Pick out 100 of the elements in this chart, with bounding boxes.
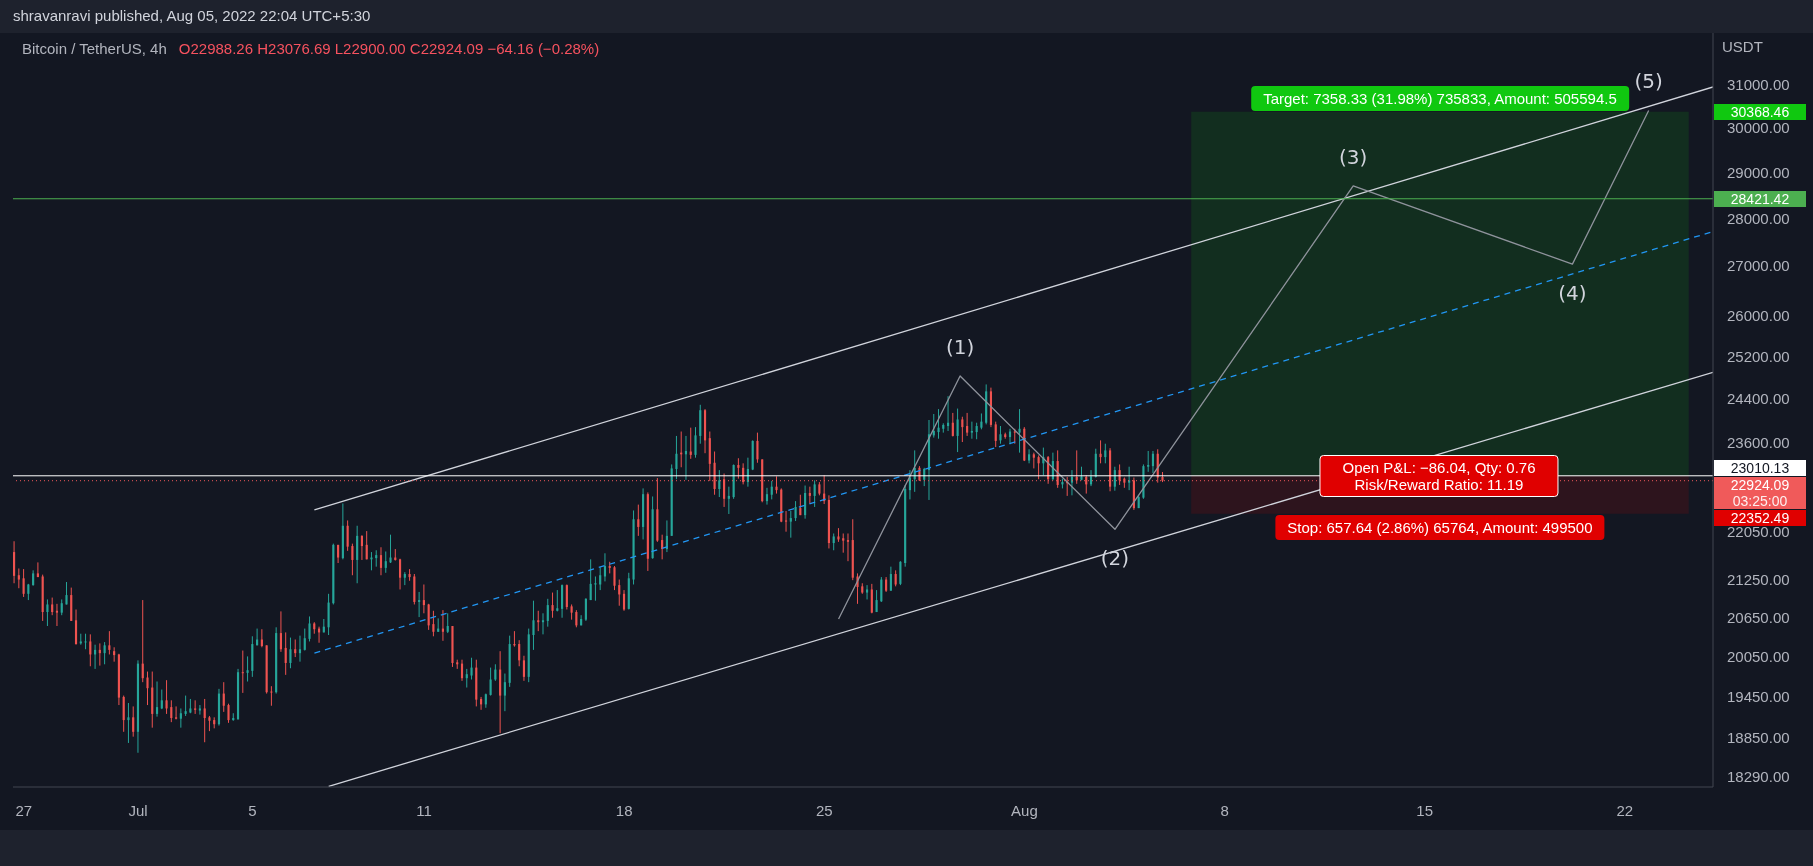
- y-tick-label: 25200.00: [1727, 347, 1790, 365]
- candlestick: [622, 589, 626, 612]
- candlestick: [1037, 454, 1040, 480]
- candlestick: [298, 635, 302, 663]
- x-tick-label: Jul: [128, 801, 148, 819]
- candlestick: [718, 469, 721, 498]
- candlestick: [565, 584, 568, 611]
- candlestick: [637, 504, 640, 537]
- candlestick: [127, 702, 130, 744]
- candlestick: [789, 510, 792, 539]
- candlestick: [427, 603, 430, 631]
- candlestick: [379, 546, 383, 576]
- annotation: (5): [1634, 69, 1663, 94]
- y-tick-label: 24400.00: [1727, 390, 1790, 408]
- candlestick: [122, 695, 125, 733]
- candlestick: [103, 641, 106, 665]
- candlestick: [541, 612, 545, 635]
- y-tick-label: 21250.00: [1727, 571, 1790, 589]
- candlestick: [756, 432, 759, 464]
- candlestick: [160, 689, 163, 710]
- y-tick-label: 26000.00: [1727, 306, 1790, 324]
- candlestick: [108, 630, 111, 655]
- candlestick: [961, 416, 964, 443]
- annotation: (2): [1100, 546, 1130, 571]
- candlestick: [170, 699, 173, 723]
- line-series: [837, 109, 1650, 620]
- y-tick-label: 22050.00: [1727, 523, 1790, 541]
- candlestick: [1128, 466, 1131, 491]
- candlestick: [179, 707, 182, 729]
- candlestick: [551, 592, 554, 619]
- y-tick-label: 20650.00: [1727, 609, 1790, 627]
- text: shravanravi published, Aug 05, 2022 22:04 UTC+5:30: [13, 7, 371, 24]
- candlestick: [1070, 469, 1074, 496]
- candlestick: [1147, 450, 1150, 473]
- x-tick-label: 5: [248, 801, 257, 819]
- candlestick: [432, 610, 435, 637]
- candlestick: [13, 540, 16, 584]
- annotation: Open P&L: −86.04, Qty: 0.76 Risk/Reward Ratio: 11.19: [1342, 458, 1536, 493]
- candlestick: [813, 479, 816, 508]
- y-tick-label: 30000.00: [1727, 119, 1790, 137]
- candlestick: [165, 679, 168, 715]
- candlestick: [865, 584, 869, 600]
- candlestick: [489, 667, 492, 697]
- x-tick-label: 27: [15, 801, 33, 819]
- text: 03:25:00: [1731, 492, 1789, 509]
- candlestick: [175, 705, 178, 720]
- candlestick: [389, 534, 392, 564]
- candlestick: [737, 457, 740, 480]
- y-axis-title: USDT: [1722, 38, 1763, 55]
- y-tick-label: 23600.00: [1727, 433, 1790, 451]
- candlestick: [184, 695, 187, 717]
- candlestick: [270, 685, 273, 707]
- ref-line-label: 22924.09: [1729, 476, 1791, 493]
- ref-line-label: 23010.13: [1714, 459, 1806, 476]
- candlestick: [55, 603, 59, 627]
- candlestick: [241, 650, 244, 694]
- candlestick: [675, 435, 678, 480]
- candlestick: [1018, 408, 1021, 454]
- candlestick: [889, 566, 892, 592]
- candlestick: [1028, 448, 1031, 464]
- candlestick: [155, 681, 159, 718]
- candlestick: [613, 565, 616, 591]
- candlestick: [346, 519, 349, 552]
- annotation: (3): [1339, 144, 1368, 169]
- candlestick: [994, 421, 997, 448]
- x-tick-label: 18: [615, 801, 633, 819]
- candlestick: [227, 703, 230, 724]
- candlestick: [937, 408, 940, 440]
- candlestick: [365, 530, 368, 560]
- y-tick-label: 27000.00: [1727, 257, 1790, 275]
- y-tick-label: 28000.00: [1727, 209, 1790, 227]
- candlestick: [603, 552, 607, 582]
- annotation: (1): [945, 334, 975, 359]
- candlestick: [446, 612, 449, 634]
- text: 30368.46: [1714, 103, 1806, 120]
- candlestick: [36, 561, 39, 578]
- candlestick: [1099, 439, 1102, 464]
- y-tick-label: 31000.00: [1727, 76, 1790, 94]
- candlestick: [956, 408, 959, 453]
- candlestick: [222, 681, 225, 713]
- candlestick: [584, 597, 587, 622]
- candlestick: [589, 558, 592, 601]
- candlestick: [422, 584, 425, 614]
- x-tick-label: 22: [1616, 801, 1634, 819]
- candlestick: [503, 673, 506, 712]
- candlestick: [89, 633, 92, 667]
- candlestick: [351, 543, 354, 576]
- candlestick: [784, 510, 788, 533]
- candlestick: [842, 532, 845, 554]
- x-tick-label: 25: [815, 801, 833, 819]
- candlestick: [846, 532, 850, 562]
- candlestick: [794, 500, 797, 522]
- candlestick: [74, 609, 78, 646]
- candlestick: [808, 486, 811, 504]
- candlestick: [532, 600, 535, 651]
- x-tick-label: Aug: [1011, 801, 1038, 819]
- candlestick: [1104, 443, 1107, 464]
- band-label: Target: 7358.33 (31.98%) 735833, Amount: 505594.5: [1251, 85, 1629, 111]
- candlestick: [289, 637, 292, 669]
- candlestick: [203, 698, 206, 743]
